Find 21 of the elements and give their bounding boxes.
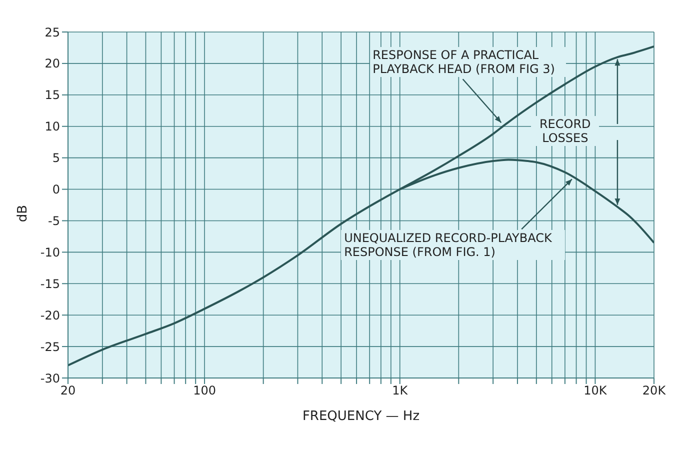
annotation: UNEQUALIZED RECORD-PLAYBACK RESPONSE (FROM FIG. 1) [341, 230, 566, 260]
y-tick-label: -25 [40, 340, 60, 354]
y-tick-label: -5 [48, 214, 60, 228]
y-tick-label: 15 [44, 88, 60, 102]
annotation: RECORD LOSSES [531, 116, 600, 146]
x-tick-label: 20K [642, 384, 667, 398]
annotation: RESPONSE OF A PRACTICAL PLAYBACK HEAD (FROM FIG 3) [370, 47, 566, 78]
y-tick-label: 20 [44, 56, 60, 71]
y-tick-label: 10 [44, 120, 60, 134]
y-tick-label: 0 [52, 182, 60, 197]
x-tick-label: 1K [392, 384, 409, 398]
y-tick-label: -30 [40, 371, 60, 386]
y-tick-label: -10 [40, 245, 60, 260]
y-tick-label: 5 [52, 151, 60, 166]
x-axis-title: FREQUENCY — Hz [302, 409, 420, 424]
y-tick-label: -20 [40, 308, 60, 322]
x-tick-label: 10K [584, 384, 608, 398]
y-tick-label: 25 [44, 25, 60, 40]
y-tick-label: -15 [40, 276, 60, 291]
x-tick-label: 100 [193, 384, 216, 398]
y-axis-title: dB [16, 205, 31, 222]
